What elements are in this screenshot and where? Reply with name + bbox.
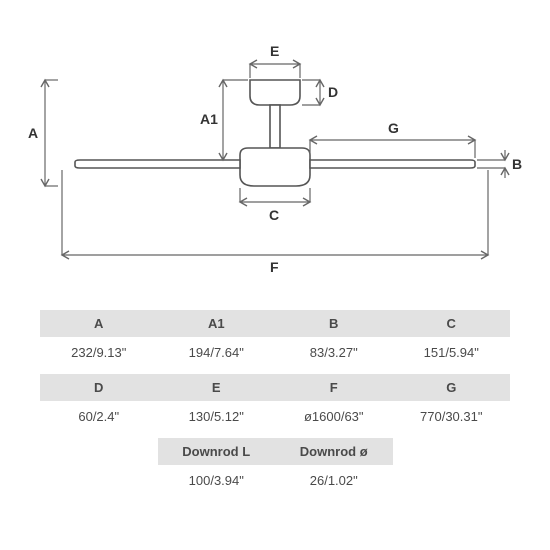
cell-value: 232/9.13" (40, 339, 158, 366)
cell-value: 100/3.94" (158, 467, 276, 494)
label-F: F (270, 259, 279, 275)
cell-value: 151/5.94" (393, 339, 511, 366)
col-header: C (393, 310, 511, 337)
col-header: Downrod L (158, 438, 276, 465)
col-header: G (393, 374, 511, 401)
cell-value: 83/3.27" (275, 339, 393, 366)
cell-value: 194/7.64" (158, 339, 276, 366)
label-D: D (328, 84, 338, 100)
table-row: 100/3.94" 26/1.02" (158, 467, 393, 494)
label-C: C (269, 207, 279, 223)
label-A: A (28, 125, 38, 141)
table-row: Downrod L Downrod ø (158, 438, 393, 465)
col-header: D (40, 374, 158, 401)
cell-value: 770/30.31" (393, 403, 511, 430)
diagram-svg: A A1 E (0, 0, 550, 300)
cell-value: 130/5.12" (158, 403, 276, 430)
label-A1: A1 (200, 111, 218, 127)
table-row: 232/9.13" 194/7.64" 83/3.27" 151/5.94" (40, 339, 510, 366)
col-header: A1 (158, 310, 276, 337)
col-header: B (275, 310, 393, 337)
table-row: 60/2.4" 130/5.12" ø1600/63" 770/30.31" (40, 403, 510, 430)
col-header: A (40, 310, 158, 337)
dimension-table: A A1 B C 232/9.13" 194/7.64" 83/3.27" 15… (40, 310, 510, 496)
table-row: A A1 B C (40, 310, 510, 337)
col-header: F (275, 374, 393, 401)
page: A A1 E (0, 0, 550, 550)
label-B: B (512, 156, 522, 172)
fan-shape (75, 80, 475, 186)
table-row: D E F G (40, 374, 510, 401)
cell-value: ø1600/63" (275, 403, 393, 430)
cell-value: 60/2.4" (40, 403, 158, 430)
col-header: E (158, 374, 276, 401)
label-G: G (388, 120, 399, 136)
col-header: Downrod ø (275, 438, 393, 465)
fan-dimension-diagram: A A1 E (0, 0, 550, 300)
label-E: E (270, 43, 279, 59)
cell-value: 26/1.02" (275, 467, 393, 494)
